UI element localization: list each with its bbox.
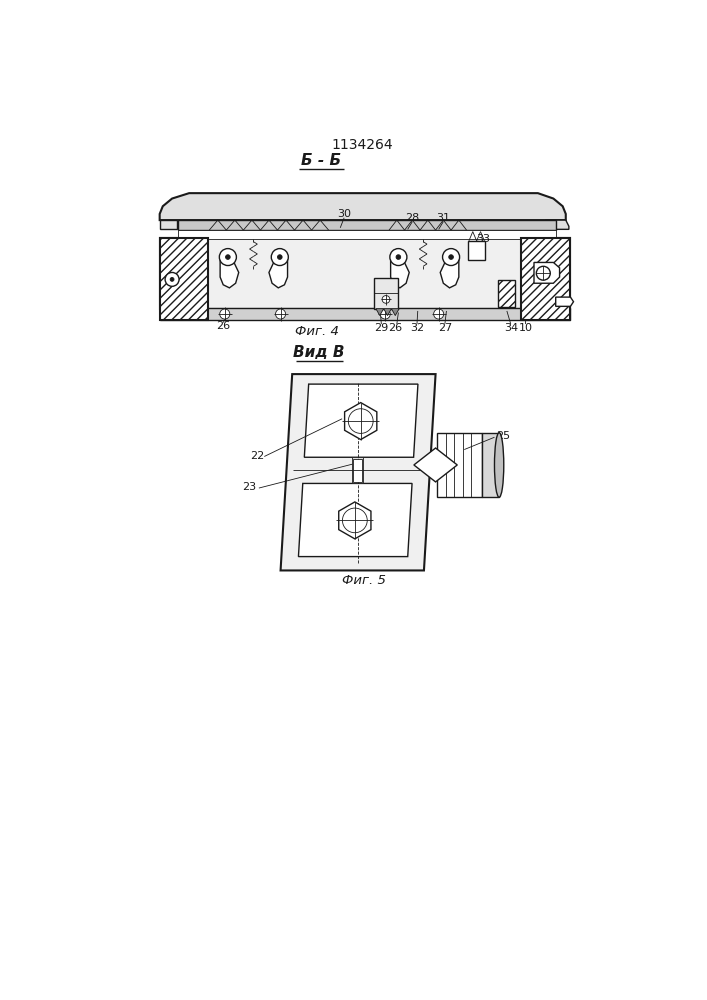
Text: 27: 27 [438,323,452,333]
Polygon shape [160,193,566,220]
Bar [177,220,556,230]
Circle shape [220,309,230,319]
Text: 22: 22 [250,451,264,461]
Bar [160,238,571,309]
Polygon shape [391,259,409,288]
Circle shape [449,255,453,259]
Text: 28: 28 [405,213,419,223]
Circle shape [219,249,236,266]
Bar [482,433,499,497]
Text: 34: 34 [503,323,518,333]
Circle shape [165,272,179,286]
Text: 23: 23 [243,482,257,492]
Polygon shape [339,502,371,539]
Circle shape [443,249,460,266]
Polygon shape [269,259,288,288]
Polygon shape [414,448,457,482]
Text: Б - Б: Б - Б [300,153,341,168]
Circle shape [433,309,444,319]
Polygon shape [220,259,239,288]
Circle shape [271,249,288,266]
Circle shape [342,508,367,533]
Text: 26: 26 [388,323,402,333]
Bar [177,230,556,239]
Polygon shape [384,309,392,316]
Polygon shape [298,483,412,557]
Polygon shape [376,309,384,316]
Bar [160,308,571,320]
Polygon shape [556,297,573,306]
Text: Фиг. 4: Фиг. 4 [295,325,339,338]
Polygon shape [546,220,569,229]
Text: 31: 31 [436,213,450,223]
Text: Фиг. 5: Фиг. 5 [341,574,385,587]
Polygon shape [281,374,436,570]
Bar [521,238,571,320]
Circle shape [276,309,286,319]
Ellipse shape [494,433,504,497]
Bar [437,433,482,497]
Polygon shape [440,259,459,288]
Text: 10: 10 [518,323,532,333]
Polygon shape [344,403,377,440]
Text: Вид В: Вид В [293,345,344,360]
Bar [498,280,515,307]
Text: 1134264: 1134264 [331,138,393,152]
Text: 30: 30 [337,209,351,219]
Circle shape [396,255,401,259]
Circle shape [349,409,373,433]
Polygon shape [392,309,399,316]
Polygon shape [160,220,177,229]
Circle shape [277,255,282,259]
Circle shape [226,255,230,259]
Text: 29: 29 [374,323,388,333]
Text: 35: 35 [551,252,565,262]
Bar [352,457,363,483]
Text: 33: 33 [477,234,491,244]
Bar [353,459,363,482]
Text: 25: 25 [496,431,510,441]
Polygon shape [304,384,418,457]
Circle shape [537,266,550,280]
Circle shape [380,309,390,319]
Polygon shape [534,262,559,283]
Bar [160,238,208,320]
Circle shape [170,277,174,281]
Text: 26: 26 [216,321,230,331]
Bar [373,278,398,309]
Circle shape [382,296,390,303]
Text: 32: 32 [410,323,424,333]
Bar [468,241,485,260]
Circle shape [390,249,407,266]
